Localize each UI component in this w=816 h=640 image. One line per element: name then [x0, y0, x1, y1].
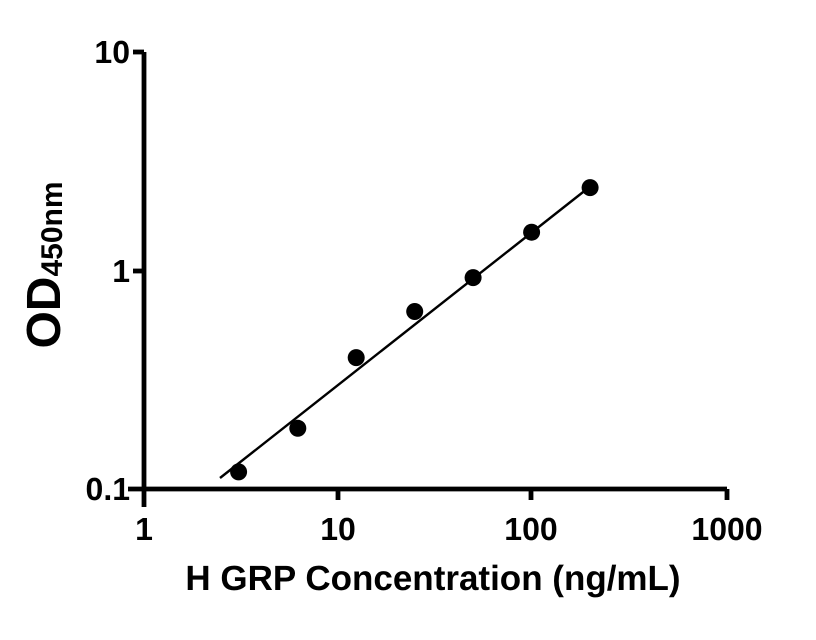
svg-text:10: 10: [320, 511, 356, 547]
svg-text:1: 1: [112, 253, 130, 289]
svg-text:10: 10: [94, 34, 130, 70]
svg-text:0.1: 0.1: [86, 471, 130, 507]
svg-text:OD450nm: OD450nm: [18, 181, 71, 348]
svg-text:1000: 1000: [691, 511, 762, 547]
svg-text:1: 1: [135, 511, 153, 547]
svg-text:100: 100: [504, 511, 557, 547]
svg-text:H GRP Concentration (ng/mL): H GRP Concentration (ng/mL): [185, 559, 680, 598]
